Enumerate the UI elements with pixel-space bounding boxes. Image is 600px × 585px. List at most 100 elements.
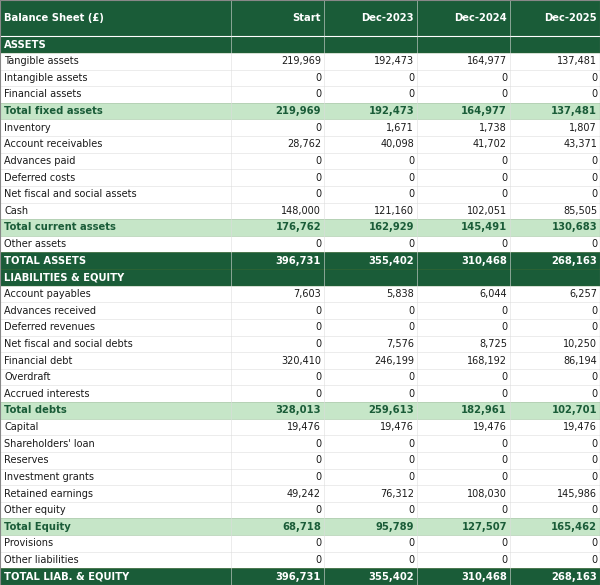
Bar: [417, 302, 510, 319]
Text: 0: 0: [315, 73, 321, 83]
Text: 0: 0: [591, 538, 597, 548]
Text: 1,807: 1,807: [569, 123, 597, 133]
Bar: [324, 0, 417, 36]
Text: 0: 0: [501, 73, 507, 83]
Bar: [231, 202, 324, 219]
Text: Advances received: Advances received: [4, 305, 96, 316]
Bar: [324, 502, 417, 518]
Bar: [324, 518, 417, 535]
Text: 0: 0: [408, 156, 414, 166]
Bar: [417, 186, 510, 202]
Bar: [417, 103, 510, 119]
Text: 0: 0: [591, 322, 597, 332]
Bar: [324, 469, 417, 485]
Text: 102,701: 102,701: [551, 405, 597, 415]
Bar: [0, 219, 231, 236]
Bar: [231, 86, 324, 103]
Text: 0: 0: [501, 90, 507, 99]
Bar: [231, 236, 324, 253]
Bar: [324, 269, 417, 285]
Text: 0: 0: [408, 505, 414, 515]
Text: 49,242: 49,242: [287, 488, 321, 498]
Bar: [231, 502, 324, 518]
Text: 0: 0: [501, 305, 507, 316]
Bar: [324, 219, 417, 236]
Bar: [417, 518, 510, 535]
Bar: [510, 186, 600, 202]
Text: 130,683: 130,683: [551, 222, 597, 232]
Bar: [324, 319, 417, 336]
Text: 396,731: 396,731: [275, 256, 321, 266]
Bar: [0, 402, 231, 419]
Bar: [231, 103, 324, 119]
Text: Total current assets: Total current assets: [4, 222, 116, 232]
Text: 176,762: 176,762: [275, 222, 321, 232]
Text: 0: 0: [591, 305, 597, 316]
Bar: [510, 569, 600, 585]
Bar: [324, 386, 417, 402]
Bar: [231, 253, 324, 269]
Bar: [510, 86, 600, 103]
Bar: [0, 569, 231, 585]
Text: 7,576: 7,576: [386, 339, 414, 349]
Bar: [0, 552, 231, 569]
Text: 259,613: 259,613: [368, 405, 414, 415]
Text: 0: 0: [315, 239, 321, 249]
Bar: [417, 452, 510, 469]
Bar: [417, 319, 510, 336]
Text: Cash: Cash: [4, 206, 28, 216]
Bar: [417, 552, 510, 569]
Text: 0: 0: [315, 90, 321, 99]
Text: Investment grants: Investment grants: [4, 472, 94, 482]
Text: 121,160: 121,160: [374, 206, 414, 216]
Text: 0: 0: [315, 123, 321, 133]
Text: 6,257: 6,257: [569, 289, 597, 299]
Text: 0: 0: [501, 472, 507, 482]
Text: Inventory: Inventory: [4, 123, 51, 133]
Text: 19,476: 19,476: [473, 422, 507, 432]
Text: 0: 0: [408, 455, 414, 465]
Bar: [510, 518, 600, 535]
Bar: [510, 103, 600, 119]
Bar: [324, 119, 417, 136]
Bar: [510, 169, 600, 186]
Bar: [324, 535, 417, 552]
Text: 8,725: 8,725: [479, 339, 507, 349]
Bar: [231, 36, 324, 53]
Text: Overdraft: Overdraft: [4, 372, 50, 382]
Text: 6,044: 6,044: [479, 289, 507, 299]
Text: 0: 0: [591, 439, 597, 449]
Bar: [417, 36, 510, 53]
Bar: [324, 86, 417, 103]
Bar: [0, 36, 231, 53]
Bar: [510, 219, 600, 236]
Text: 0: 0: [315, 472, 321, 482]
Bar: [324, 352, 417, 369]
Bar: [231, 419, 324, 435]
Bar: [510, 469, 600, 485]
Bar: [510, 535, 600, 552]
Bar: [324, 70, 417, 86]
Bar: [417, 352, 510, 369]
Bar: [324, 402, 417, 419]
Text: 0: 0: [591, 90, 597, 99]
Text: 162,929: 162,929: [368, 222, 414, 232]
Bar: [0, 202, 231, 219]
Bar: [0, 535, 231, 552]
Text: 137,481: 137,481: [557, 56, 597, 66]
Bar: [510, 369, 600, 386]
Bar: [231, 319, 324, 336]
Text: Financial debt: Financial debt: [4, 356, 73, 366]
Text: 219,969: 219,969: [281, 56, 321, 66]
Text: Capital: Capital: [4, 422, 38, 432]
Text: 19,476: 19,476: [380, 422, 414, 432]
Text: 0: 0: [315, 173, 321, 183]
Text: 396,731: 396,731: [275, 572, 321, 581]
Bar: [324, 552, 417, 569]
Bar: [417, 569, 510, 585]
Bar: [510, 53, 600, 70]
Bar: [417, 336, 510, 352]
Text: 0: 0: [315, 156, 321, 166]
Text: Dec-2025: Dec-2025: [544, 13, 597, 23]
Text: 5,838: 5,838: [386, 289, 414, 299]
